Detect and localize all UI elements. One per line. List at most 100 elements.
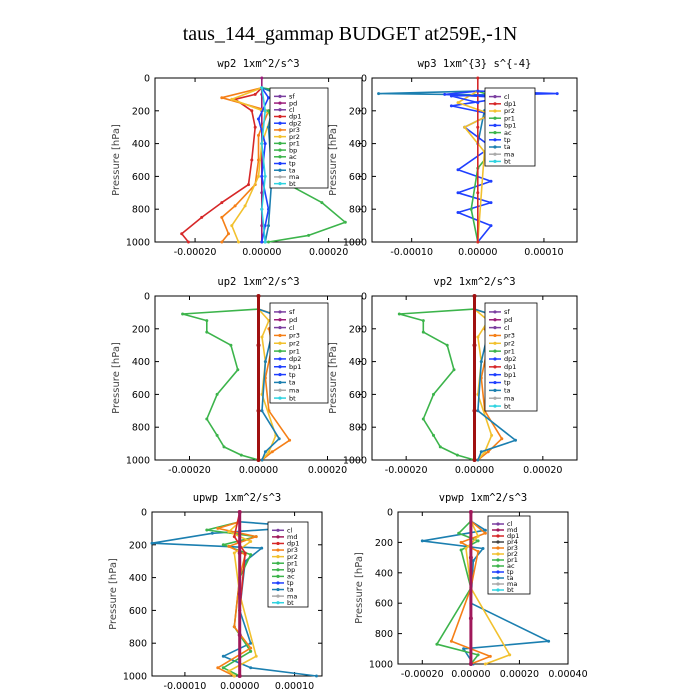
x-tick-label: 0.00020 [500,669,539,680]
data-point [215,433,219,437]
legend-marker [276,561,280,565]
data-point [257,174,260,178]
y-tick-label: 400 [375,568,393,579]
legend-marker [496,588,500,592]
legend-marker [493,138,497,142]
panels-group: wp2 1xm^2/s^3 Pressure [hPa] 0 200 400 600 800… [108,58,588,692]
y-tick-label: 600 [132,172,150,183]
y-tick-label: 200 [132,324,150,335]
data-point [267,450,271,454]
x-tick-label: 0.00000 [239,465,278,476]
legend-marker [493,365,497,369]
legend-marker [493,102,497,106]
legend-label: pr3 [287,546,298,554]
y-tick-label: 200 [349,324,367,335]
data-point [186,240,190,244]
legend-label: cl [287,526,293,534]
legend-marker [276,548,280,552]
legend-label: pr1 [504,114,515,122]
legend-label: cl [289,324,295,332]
legend-label: ac [504,129,512,137]
data-point [250,109,254,113]
legend-marker [493,349,497,353]
y-tick-label: 200 [349,106,367,117]
legend-marker [276,594,280,598]
panel-6: vpwp 1xm^2/s^3 Pressure [hPa] 0 200 400 600 80… [354,492,588,680]
legend-label: sf [289,93,295,101]
data-point [260,546,264,550]
legend-marker [276,528,280,532]
y-tick-label: 200 [129,540,147,551]
data-point [464,547,468,550]
data-point [232,535,236,539]
y-tick-label: 0 [361,292,367,303]
y-tick-label: 200 [375,538,393,549]
data-point [253,125,257,129]
legend-marker [278,380,282,385]
legend-marker [278,318,282,322]
data-point [476,101,480,105]
data-point [260,191,264,195]
data-point [237,510,242,514]
data-point [249,553,253,557]
data-point [260,409,264,413]
legend-label: sf [289,308,295,316]
data-point [250,158,254,162]
legend-label: pr2 [504,340,515,348]
legend-marker [278,182,282,186]
data-point [222,445,226,449]
legend-label: tp [289,371,296,379]
data-point [443,92,447,96]
legend-label: ac [507,562,515,570]
series-line-pr1 [181,308,259,461]
data-point [260,86,264,90]
legend-label: pr1 [504,347,515,355]
legend-label: pr1 [287,559,298,567]
x-tick-label: 0.00000 [242,247,281,258]
data-point [476,409,480,413]
data-point [181,312,185,316]
data-point [243,551,247,555]
data-point [452,368,456,372]
data-point [489,224,493,228]
data-point [468,616,473,621]
legend-marker [496,558,500,562]
panel-5: upwp 1xm^2/s^3 Pressure [hPa] 0 200 400 600 80… [108,492,323,692]
data-point [267,96,270,100]
data-point [221,666,225,670]
legend-label: pd [289,316,297,324]
series-line-pr3 [217,521,258,677]
data-point [249,666,253,670]
x-tick-label: 0.00020 [308,465,347,476]
legend-marker [278,114,282,119]
y-tick-label: 400 [132,139,150,150]
data-point [476,89,480,93]
legend-label: bt [504,402,511,410]
data-point [476,240,480,244]
legend-marker [276,555,280,559]
legend-marker [278,175,282,179]
data-point [421,417,425,421]
data-point [449,104,453,108]
y-tick-label: 600 [349,390,367,401]
data-point [468,662,473,666]
data-point [267,125,270,129]
data-point [260,458,264,462]
legend-marker [276,574,280,578]
legend-marker [493,109,497,113]
data-point [227,530,231,534]
plot-frame [371,77,578,243]
data-point [476,335,480,339]
data-point [200,215,204,219]
data-point [315,674,318,678]
y-tick-label: 1000 [343,238,367,249]
data-point [233,204,237,208]
data-point [455,453,459,457]
legend-label: pr1 [289,347,300,355]
data-point [247,183,250,187]
data-point [435,642,439,646]
legend-label: cl [504,93,510,101]
legend-label: bt [289,394,296,402]
data-point [397,312,401,316]
